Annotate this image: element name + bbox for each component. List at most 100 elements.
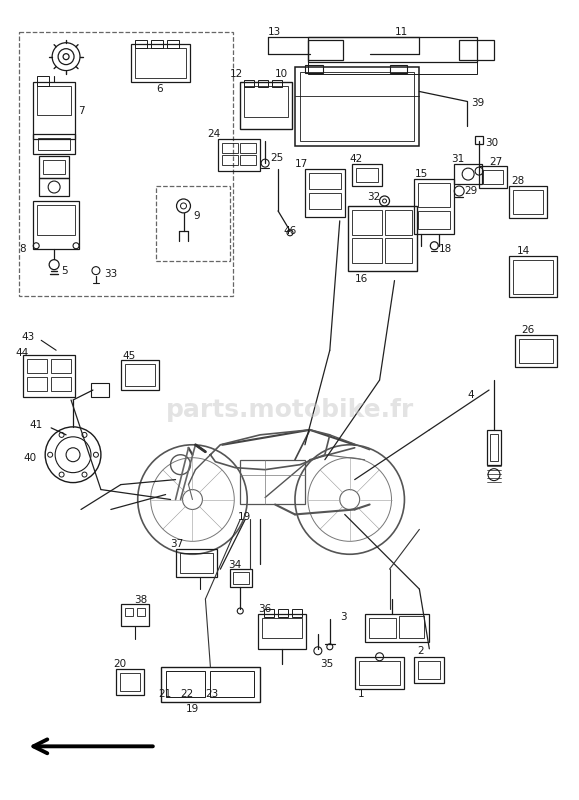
- Bar: [459, 40, 494, 60]
- Text: 31: 31: [451, 154, 464, 164]
- Text: 21: 21: [159, 689, 172, 698]
- Bar: [38, 138, 70, 150]
- Bar: [308, 62, 477, 74]
- Bar: [308, 37, 477, 62]
- Text: 45: 45: [123, 351, 136, 362]
- Bar: [513, 190, 543, 214]
- Text: 3: 3: [340, 612, 346, 622]
- Text: 40: 40: [23, 453, 36, 462]
- Bar: [135, 48, 186, 78]
- Bar: [27, 377, 47, 391]
- Bar: [262, 618, 302, 638]
- Bar: [244, 79, 254, 86]
- Text: 24: 24: [207, 130, 221, 139]
- Bar: [305, 65, 323, 73]
- Bar: [356, 168, 378, 182]
- Bar: [295, 66, 419, 146]
- Bar: [419, 211, 450, 229]
- Bar: [167, 40, 178, 48]
- Bar: [218, 139, 260, 171]
- Bar: [240, 143, 256, 153]
- Bar: [479, 166, 507, 188]
- Bar: [233, 572, 249, 584]
- Text: 16: 16: [355, 274, 368, 283]
- Bar: [160, 666, 260, 702]
- Bar: [135, 40, 146, 48]
- Bar: [51, 377, 71, 391]
- Text: 10: 10: [275, 69, 288, 78]
- Text: 15: 15: [415, 169, 428, 179]
- Bar: [156, 186, 230, 261]
- Bar: [39, 156, 69, 178]
- Text: 9: 9: [193, 211, 200, 221]
- Bar: [37, 75, 49, 86]
- Bar: [175, 550, 217, 577]
- Bar: [513, 260, 553, 294]
- Text: 39: 39: [471, 98, 485, 109]
- Bar: [151, 40, 163, 48]
- Bar: [483, 170, 503, 184]
- Text: 36: 36: [258, 604, 272, 614]
- Text: 2: 2: [417, 646, 424, 656]
- Bar: [166, 670, 206, 697]
- Bar: [121, 604, 149, 626]
- Bar: [33, 201, 79, 249]
- Bar: [509, 256, 557, 298]
- Bar: [308, 40, 343, 60]
- Bar: [305, 169, 345, 217]
- Bar: [454, 164, 482, 184]
- Bar: [415, 657, 444, 682]
- Bar: [23, 355, 75, 397]
- Bar: [309, 173, 341, 189]
- Bar: [384, 210, 412, 234]
- Bar: [230, 569, 252, 587]
- Bar: [490, 434, 498, 461]
- Text: 41: 41: [30, 420, 42, 430]
- Bar: [222, 155, 238, 165]
- Text: 5: 5: [61, 266, 68, 276]
- Text: 33: 33: [104, 269, 117, 278]
- Text: 44: 44: [15, 348, 28, 358]
- Text: 8: 8: [19, 244, 26, 254]
- Bar: [116, 669, 144, 694]
- Bar: [369, 618, 397, 638]
- Bar: [509, 186, 547, 218]
- Bar: [419, 183, 450, 207]
- Bar: [125, 364, 155, 386]
- Bar: [137, 608, 145, 616]
- Text: 22: 22: [181, 689, 194, 698]
- Text: 34: 34: [228, 560, 241, 570]
- Text: 43: 43: [21, 332, 35, 342]
- Text: 25: 25: [270, 153, 283, 163]
- Text: 23: 23: [206, 689, 219, 698]
- Text: 32: 32: [368, 192, 381, 202]
- Bar: [309, 193, 341, 209]
- Text: 28: 28: [511, 176, 524, 186]
- Bar: [390, 65, 408, 73]
- Text: 26: 26: [521, 326, 534, 335]
- Bar: [348, 206, 417, 270]
- Bar: [515, 335, 557, 367]
- Bar: [365, 614, 429, 642]
- Text: 29: 29: [464, 186, 478, 196]
- Text: 35: 35: [320, 658, 333, 669]
- Bar: [300, 71, 415, 142]
- Text: 6: 6: [157, 83, 163, 94]
- Bar: [240, 82, 292, 130]
- Text: 11: 11: [394, 26, 408, 37]
- Bar: [240, 155, 256, 165]
- Text: 13: 13: [268, 26, 281, 37]
- Bar: [415, 179, 454, 234]
- Text: 1: 1: [358, 689, 364, 698]
- Bar: [120, 673, 140, 690]
- Bar: [355, 657, 405, 689]
- Bar: [121, 360, 159, 390]
- Text: 17: 17: [295, 159, 308, 169]
- Bar: [39, 178, 69, 196]
- Text: 30: 30: [485, 138, 498, 148]
- Text: 19: 19: [185, 703, 199, 714]
- Text: 20: 20: [113, 658, 126, 669]
- Text: 27: 27: [489, 157, 503, 167]
- Bar: [351, 210, 382, 234]
- Bar: [33, 134, 75, 154]
